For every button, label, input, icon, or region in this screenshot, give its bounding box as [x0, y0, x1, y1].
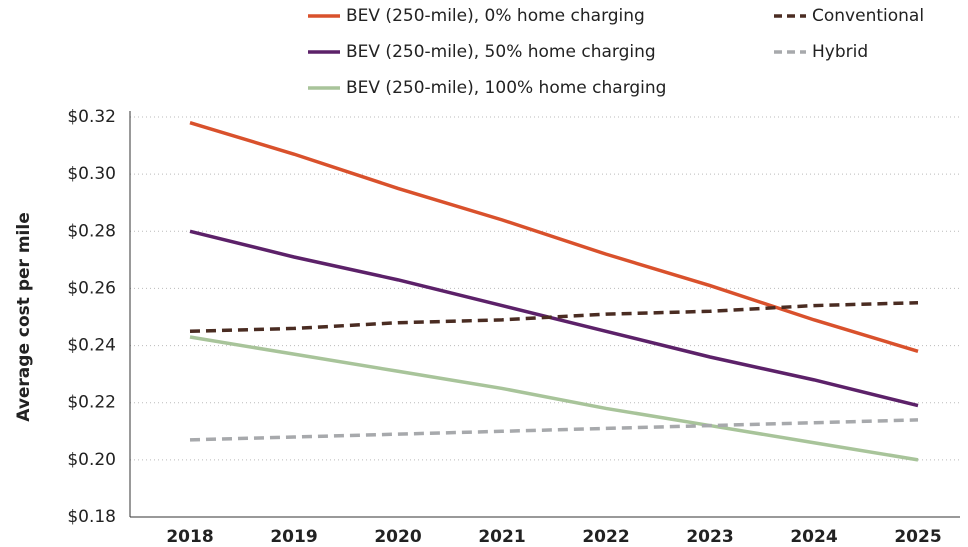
legend-label: Hybrid	[812, 42, 868, 62]
y-tick-label: $0.18	[67, 507, 116, 527]
x-tick-label: 2020	[374, 527, 421, 547]
series-line	[189, 121, 919, 353]
series-line	[189, 300, 919, 334]
y-tick-label: $0.28	[67, 221, 116, 241]
legend-label: BEV (250-mile), 50% home charging	[346, 42, 656, 62]
series-line	[189, 335, 919, 462]
y-tick-label: $0.20	[67, 450, 116, 470]
y-tick-label: $0.22	[67, 393, 116, 413]
x-tick-label: 2019	[270, 527, 317, 547]
legend-label: BEV (250-mile), 0% home charging	[346, 6, 645, 26]
x-tick-label: 2022	[582, 527, 629, 547]
y-tick-label: $0.24	[67, 336, 116, 356]
series-line	[189, 418, 919, 442]
y-axis-label: Average cost per mile	[14, 212, 34, 421]
legend-label: BEV (250-mile), 100% home charging	[346, 78, 666, 98]
x-tick-label: 2018	[166, 527, 213, 547]
legend-label: Conventional	[812, 6, 924, 26]
y-tick-label: $0.26	[67, 278, 116, 298]
x-tick-label: 2021	[478, 527, 525, 547]
x-tick-label: 2023	[686, 527, 733, 547]
x-tick-label: 2025	[894, 527, 941, 547]
x-tick-label: 2024	[790, 527, 837, 547]
y-tick-label: $0.30	[67, 164, 116, 184]
series-line	[189, 229, 919, 408]
y-tick-label: $0.32	[67, 107, 116, 127]
